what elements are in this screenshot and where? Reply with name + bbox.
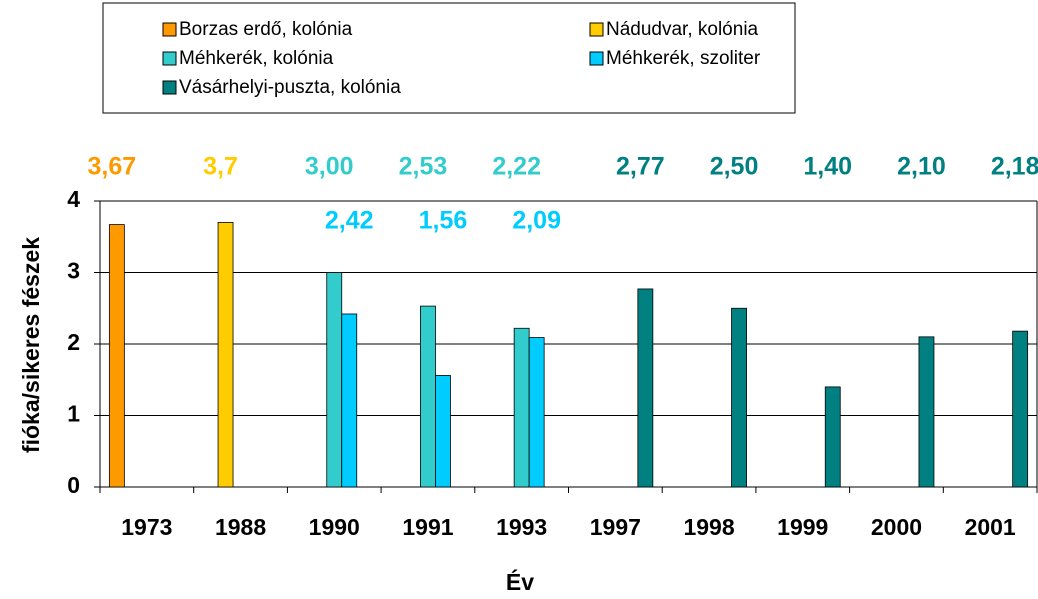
x-tick-label: 1990 xyxy=(309,514,360,540)
data-label: 2,53 xyxy=(399,153,448,181)
y-tick-label: 4 xyxy=(67,186,80,212)
data-label: 3,7 xyxy=(203,153,238,181)
data-label: 2,50 xyxy=(710,153,759,181)
legend-swatch xyxy=(589,22,604,37)
bar xyxy=(528,337,545,488)
bar xyxy=(731,307,747,488)
y-tick-label: 3 xyxy=(67,258,80,284)
legend-label: Vásárhelyi-puszta, kolónia xyxy=(179,77,401,98)
data-label: 2,22 xyxy=(492,153,541,181)
legend-label: Borzas erdő, kolónia xyxy=(179,19,353,40)
data-label: 3,00 xyxy=(305,153,354,181)
x-tick-label: 1991 xyxy=(402,514,453,540)
data-label: 2,09 xyxy=(512,207,561,235)
y-tick-label: 2 xyxy=(67,329,80,355)
bar xyxy=(435,375,451,488)
data-label: 1,56 xyxy=(419,207,468,235)
legend-label: Méhkerék, szoliter xyxy=(606,48,761,69)
legend-box xyxy=(102,2,796,114)
x-tick-label: 2001 xyxy=(965,514,1016,540)
bar xyxy=(1012,330,1029,488)
data-label: 2,18 xyxy=(991,153,1038,181)
x-tick-label: 1997 xyxy=(590,514,641,540)
data-label: 2,42 xyxy=(325,207,374,235)
legend-swatch xyxy=(162,80,177,95)
bar xyxy=(108,224,125,488)
legend-label: Méhkerék, kolónia xyxy=(179,48,334,69)
y-tick-label: 1 xyxy=(67,401,80,427)
bar xyxy=(513,327,530,488)
legend-swatch xyxy=(162,51,177,66)
y-tick-label: 0 xyxy=(67,472,80,498)
bar xyxy=(637,288,654,488)
x-tick-label: 1993 xyxy=(496,514,547,540)
bar xyxy=(420,305,436,488)
x-tick-label: 1998 xyxy=(683,514,734,540)
x-tick-label: 2000 xyxy=(871,514,922,540)
bar xyxy=(341,313,358,488)
bar xyxy=(918,336,935,488)
data-label: 2,77 xyxy=(616,153,665,181)
legend-label: Nádudvar, kolónia xyxy=(606,19,759,40)
x-tick-label: 1999 xyxy=(777,514,828,540)
legend-swatch xyxy=(162,22,177,37)
x-tick-label: 1973 xyxy=(121,514,172,540)
bar xyxy=(824,386,841,488)
bar xyxy=(326,272,343,488)
x-tick-label: 1988 xyxy=(215,514,266,540)
data-label: 3,67 xyxy=(88,153,137,181)
legend-swatch xyxy=(589,51,604,66)
data-label: 1,40 xyxy=(803,153,852,181)
bar xyxy=(217,222,234,488)
y-axis-label: fióka/sikeres fészek xyxy=(18,237,44,453)
x-axis-label: Év xyxy=(506,568,534,595)
data-label: 2,10 xyxy=(897,153,946,181)
